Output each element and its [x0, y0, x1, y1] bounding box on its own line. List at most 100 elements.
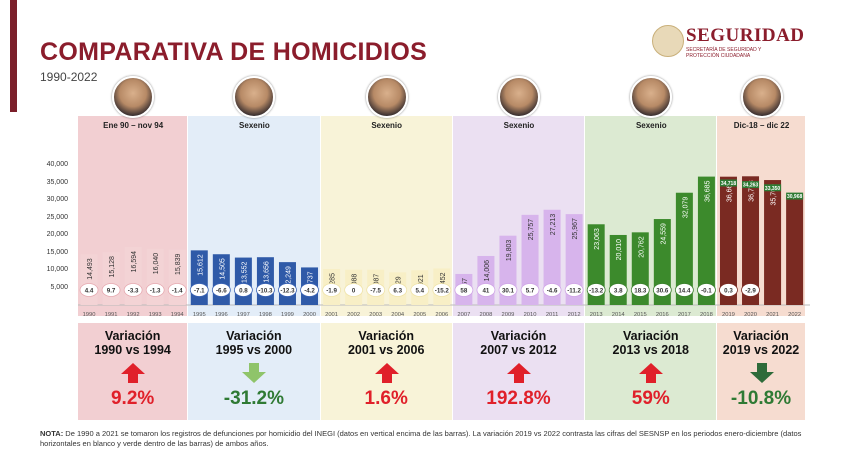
bar — [719, 176, 737, 305]
bar-value-label: 24,559 — [660, 223, 667, 245]
variation-card-label: Variación 1990 vs 1994 — [94, 329, 171, 357]
variation-badge — [410, 283, 430, 297]
bar-value-label: 13,656 — [263, 261, 270, 283]
variation-card-label: Variación 2001 vs 2006 — [347, 329, 425, 357]
bar-value-label: 9,921 — [418, 274, 425, 292]
bar — [764, 180, 782, 305]
arrow-up-icon — [374, 363, 399, 383]
x-tick-label: 1993 — [149, 312, 162, 318]
period-label: Ene 90 – nov 94 — [103, 121, 164, 130]
variation-badge-label: -0.1 — [701, 288, 712, 295]
bar-value-label: 19,803 — [506, 240, 513, 262]
bar-value-label: 20,762 — [638, 236, 645, 258]
variation-badge — [741, 283, 760, 297]
variation-badge — [454, 283, 474, 297]
y-tick-label: 40,000 — [46, 161, 68, 168]
president-portrait-icon — [740, 76, 783, 118]
arrow-shape — [121, 363, 146, 383]
period-panel-bg — [320, 116, 452, 316]
variation-badge — [564, 283, 584, 297]
sesnsp-value-label: 34,263 — [743, 183, 759, 189]
variation-card: Variación 2001 vs 2006 1.6% — [320, 323, 452, 420]
variation-badge-label: -10.3 — [258, 288, 273, 295]
sesnsp-value-label: 33,350 — [765, 186, 781, 192]
x-tick-label: 1997 — [237, 312, 250, 318]
variation-badge — [498, 283, 518, 297]
x-tick-label: 1991 — [105, 312, 118, 318]
bar-value-label: 10,452 — [440, 272, 447, 294]
variation-badge — [101, 283, 121, 297]
bar — [565, 214, 583, 305]
variation-badge — [697, 283, 716, 297]
x-tick-label: 2001 — [325, 312, 338, 318]
variation-badge-label: 14.4 — [678, 288, 691, 295]
x-tick-label: 2005 — [413, 312, 426, 318]
sesnsp-marker — [764, 184, 782, 192]
x-tick-label: 2000 — [303, 312, 316, 318]
x-tick-label: 1999 — [281, 312, 294, 318]
president-portrait-icon — [630, 76, 673, 118]
x-tick-label: 2002 — [347, 312, 360, 318]
bar-value-label: 15,128 — [109, 256, 116, 278]
x-tick-label: 2009 — [502, 312, 515, 318]
variation-badge — [256, 283, 275, 297]
variation-badge — [300, 283, 319, 297]
arrow-shape — [242, 363, 267, 383]
variation-badge-label: 30.6 — [656, 288, 669, 295]
variation-card-label: Variación 2019 vs 2022 — [722, 329, 800, 357]
variation-card-value: 9.2% — [110, 388, 155, 409]
x-tick-label: 2016 — [656, 312, 669, 318]
x-tick-label: 2015 — [634, 312, 647, 318]
x-tick-label: 1996 — [215, 312, 228, 318]
variation-badge — [366, 283, 386, 297]
bar-value-label: 12,249 — [285, 266, 292, 288]
y-tick-label: 5,000 — [50, 283, 68, 291]
variation-badge-label: 3.8 — [614, 288, 623, 295]
seguridad-logo: SEGURIDAD SECRETARÍA DE SEGURIDAD Y PROT… — [652, 25, 852, 65]
variation-card: Variación 1995 vs 2000 -31.2% — [188, 323, 320, 420]
variation-card: Variación 1990 vs 1994 9.2% — [78, 323, 188, 420]
footnote-text: De 1990 a 2021 se tomaron los registros … — [40, 429, 802, 448]
arrow-shape — [749, 363, 774, 383]
period-panel-bg — [452, 116, 585, 316]
logo-title: SEGURIDAD — [686, 25, 805, 46]
sesnsp-value-label: 34,718 — [721, 181, 737, 187]
bar-value-label: 35,700 — [771, 184, 778, 206]
variation-badge — [145, 283, 165, 297]
variation-card-value: -31.2% — [223, 388, 284, 409]
brand-side-bar — [10, 0, 17, 112]
sesnsp-marker — [719, 179, 737, 187]
variation-badge-label: 30.1 — [502, 288, 515, 295]
variation-badge-label: -1.4 — [172, 288, 183, 295]
variation-badge — [476, 283, 496, 297]
variation-card-label: Variación 2013 vs 2018 — [612, 329, 690, 357]
variation-badge-label: 5.7 — [526, 288, 535, 295]
bar-value-label: 15,839 — [175, 253, 182, 275]
bar — [675, 192, 693, 305]
variation-badge-label: 4.4 — [85, 288, 94, 295]
bar-value-label: 10,737 — [308, 271, 315, 293]
bar — [543, 209, 561, 305]
y-tick-label: 35,000 — [46, 178, 68, 186]
bar-value-label: 36,773 — [749, 180, 756, 202]
x-tick-label: 2003 — [369, 312, 382, 318]
variation-badge-label: -12.3 — [280, 288, 295, 295]
y-tick-label: 25,000 — [46, 213, 68, 221]
variation-badge-label: -15.2 — [435, 288, 450, 295]
bar-value-label: 25,757 — [528, 219, 535, 241]
x-tick-label: 2008 — [479, 312, 492, 318]
variation-card-label: Variación 2007 vs 2012 — [480, 329, 557, 357]
sesnsp-bar — [786, 196, 804, 305]
variation-badge-label: 58 — [460, 288, 467, 295]
period-label: Sexenio — [239, 121, 270, 130]
president-portrait-icon — [233, 76, 276, 118]
x-tick-label: 1995 — [193, 312, 206, 318]
variation-card: Variación 2007 vs 2012 192.8% — [452, 323, 585, 420]
page-title: COMPARATIVA DE HOMICIDIOS — [40, 38, 428, 66]
bar-value-label: 14,493 — [87, 258, 94, 280]
bar-value-label: 20,010 — [616, 239, 623, 261]
variation-badge — [189, 283, 209, 297]
page-subtitle: 1990-2022 — [40, 70, 98, 84]
x-tick-label: 2022 — [788, 312, 801, 318]
